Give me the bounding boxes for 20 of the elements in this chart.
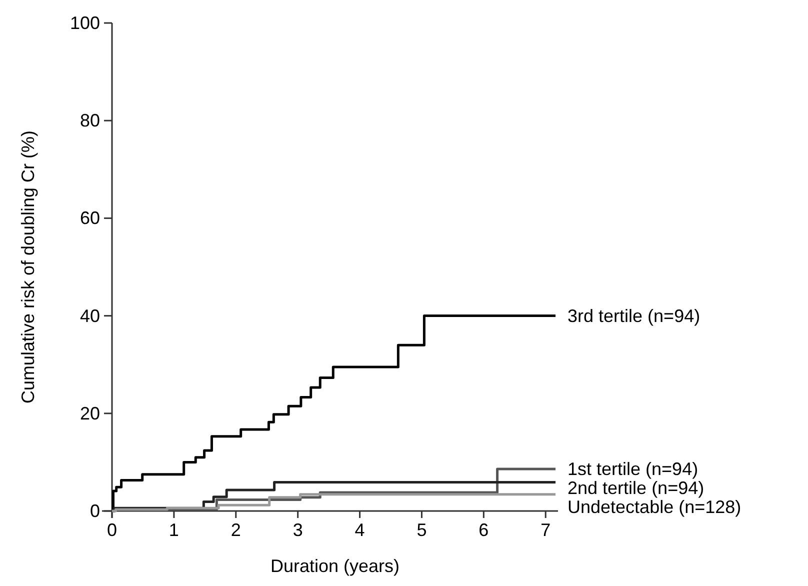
- x-tick-label: 5: [416, 520, 427, 540]
- y-tick-label: 100: [70, 13, 100, 33]
- x-axis-title: Duration (years): [270, 556, 400, 576]
- x-tick-label: 7: [540, 520, 551, 540]
- x-tick-label: 6: [478, 520, 489, 540]
- series-label: Undetectable (n=128): [568, 497, 742, 518]
- x-tick-label: 1: [168, 520, 179, 540]
- series-label: 3rd tertile (n=94): [568, 306, 700, 326]
- series-label: 2nd tertile (n=94): [568, 478, 704, 498]
- y-tick-label: 80: [80, 110, 100, 131]
- y-tick-label: 60: [80, 208, 100, 228]
- y-tick-label: 40: [80, 306, 100, 326]
- x-tick-label: 4: [354, 520, 365, 540]
- x-tick-label: 0: [106, 520, 118, 540]
- x-tick-label: 3: [292, 520, 303, 540]
- y-tick-label: 0: [90, 501, 100, 521]
- y-tick-label: 20: [80, 403, 100, 424]
- y-axis-title: Cumulative risk of doubling Cr (%): [18, 130, 38, 404]
- series-label: 1st tertile (n=94): [568, 459, 698, 480]
- x-tick-label: 2: [230, 520, 241, 540]
